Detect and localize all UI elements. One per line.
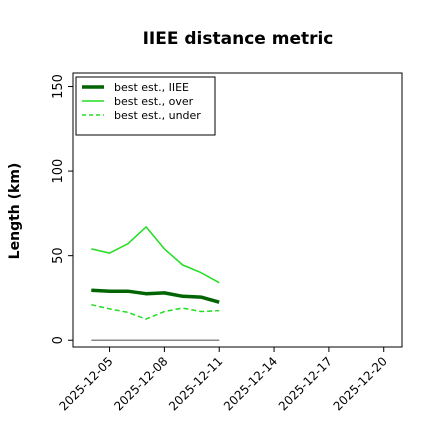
x-tick-label: 2025-12-14	[221, 354, 280, 413]
y-axis: 0 50 100 150	[51, 74, 73, 344]
x-axis: 2025-12-052025-12-082025-12-112025-12-14…	[56, 347, 390, 413]
series-layer	[91, 226, 220, 341]
x-tick-label: 2025-12-20	[331, 354, 390, 413]
plot-area	[72, 72, 403, 348]
x-tick-label: 2025-12-08	[111, 354, 170, 413]
legend-label: best est., over	[114, 95, 194, 108]
legend-label: best est., under	[114, 109, 201, 122]
y-axis-label: Length (km)	[7, 163, 23, 260]
x-tick-label: 2025-12-17	[276, 354, 335, 413]
legend-label: best est., IIEE	[114, 81, 189, 94]
chart-title: IIEE distance metric	[143, 29, 334, 49]
series-line-2	[91, 226, 220, 284]
x-tick-label: 2025-12-11	[166, 354, 225, 413]
y-tick-label: 0	[51, 336, 66, 344]
series-line-1	[91, 288, 220, 304]
x-tick-label: 2025-12-05	[56, 354, 115, 413]
series-line-3	[91, 303, 220, 320]
y-tick-label: 100	[51, 159, 66, 184]
y-tick-label: 50	[51, 247, 66, 264]
y-tick-label: 150	[51, 74, 66, 99]
